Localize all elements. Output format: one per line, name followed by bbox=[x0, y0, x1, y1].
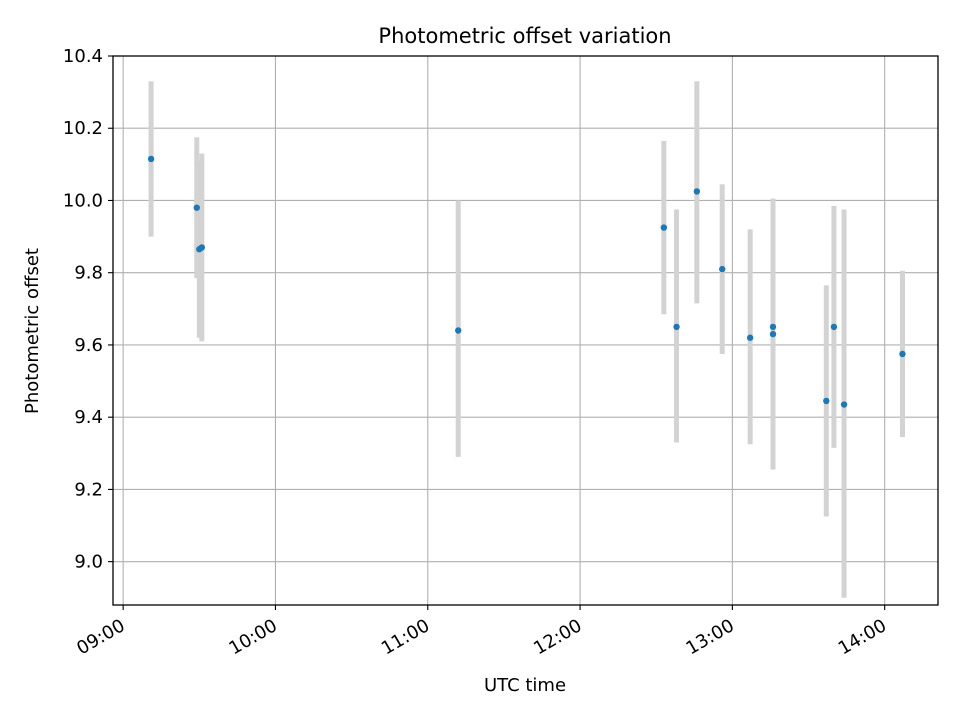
y-tick-label: 9.2 bbox=[74, 479, 103, 500]
data-point bbox=[899, 350, 906, 358]
data-point bbox=[830, 323, 838, 331]
data-point bbox=[693, 188, 701, 195]
y-tick-label: 9.0 bbox=[74, 552, 103, 573]
data-point bbox=[673, 323, 680, 331]
x-axis-label: UTC time bbox=[484, 675, 566, 696]
y-tick-label: 9.4 bbox=[74, 407, 103, 428]
chart-title: Photometric offset variation bbox=[378, 24, 671, 48]
data-points bbox=[147, 155, 906, 408]
data-point bbox=[455, 327, 462, 334]
plot-frame bbox=[112, 55, 939, 606]
y-axis-label: Photometric offset bbox=[22, 248, 43, 414]
data-point bbox=[719, 265, 726, 273]
data-point bbox=[147, 155, 155, 163]
data-point bbox=[769, 323, 777, 331]
data-point bbox=[660, 224, 668, 231]
y-tick-label: 10.4 bbox=[63, 46, 103, 67]
data-point bbox=[769, 330, 777, 338]
data-point bbox=[198, 244, 206, 251]
y-tick-label: 10.0 bbox=[63, 190, 103, 211]
data-point bbox=[193, 204, 200, 211]
data-point bbox=[746, 334, 754, 341]
y-tick-label: 9.6 bbox=[74, 335, 103, 356]
data-point bbox=[823, 397, 830, 405]
data-point bbox=[840, 401, 848, 408]
y-tick-label: 10.2 bbox=[63, 118, 103, 139]
y-tick-label: 9.8 bbox=[74, 263, 103, 284]
